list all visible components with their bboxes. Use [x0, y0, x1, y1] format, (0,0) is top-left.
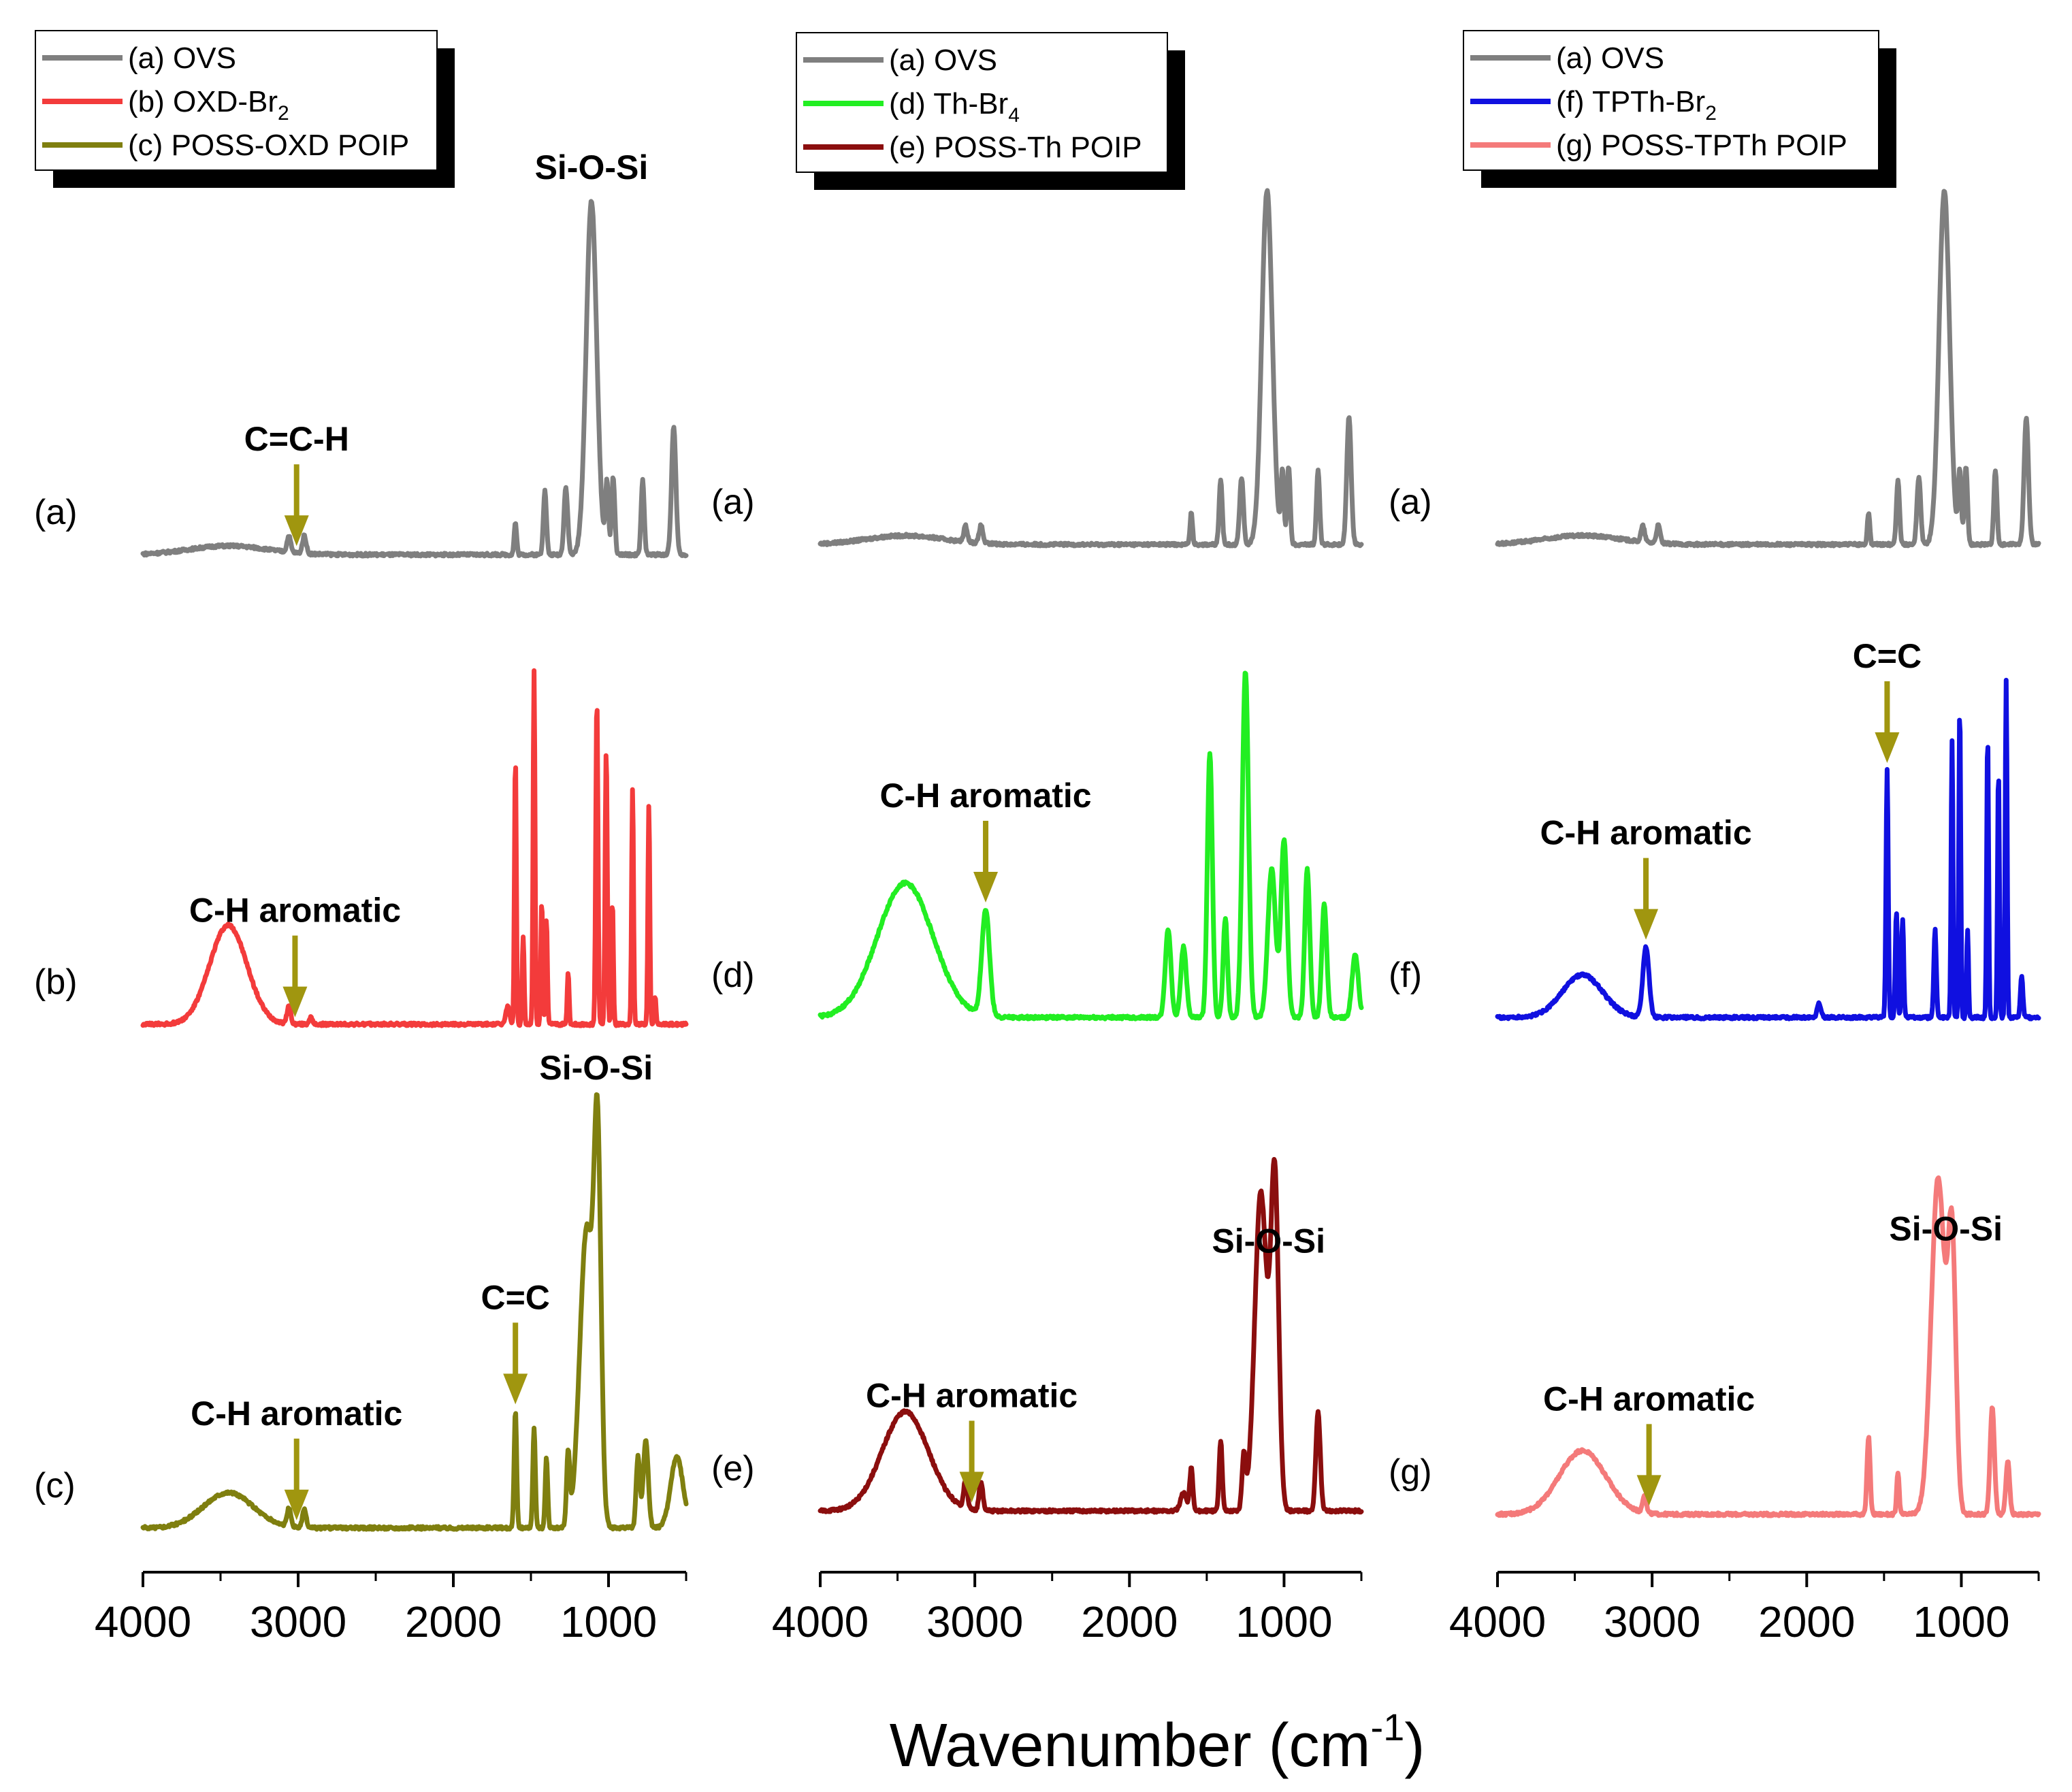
legend-entry-label: (b) OXD-Br: [128, 85, 278, 118]
x-label-superscript: -1: [1371, 1706, 1405, 1748]
x-tick-label: 4000: [1449, 1597, 1546, 1646]
panel-label: (a): [711, 483, 755, 522]
annotation-arrow-head: [1875, 732, 1900, 763]
annotation-arrow-head: [1636, 1475, 1662, 1506]
x-tick-label: 4000: [95, 1597, 191, 1646]
x-tick-label: 4000: [772, 1597, 869, 1646]
x-tick-label: 3000: [926, 1597, 1023, 1646]
x-axis-col-2: 4000 3000 2000 1000: [772, 1571, 1363, 1646]
legend-entry: (g) POSS-TPTh POIP: [1556, 129, 1847, 162]
panel-label: (f): [1389, 956, 1422, 995]
legend-entry-label: (a) OVS: [1556, 42, 1664, 75]
legend-entry-label: (e) POSS-Th POIP: [889, 131, 1142, 164]
legend-entry-subscript: 4: [1008, 104, 1020, 127]
spectrum-line: [1495, 677, 2041, 1022]
spectrum-panel-g-col3: (g) C-H aromatic Si-O-Si: [1389, 1175, 2041, 1518]
annotation-label: C-H aromatic: [1543, 1380, 1755, 1418]
panel-label: (a): [34, 493, 78, 532]
legend-entry-label: (f) TPTh-Br: [1556, 85, 1705, 118]
spectrum-line: [1495, 189, 2041, 549]
legend-col-1: (a) OVS (b) OXD-Br2 (c) POSS-OXD POIP: [35, 30, 455, 188]
annotation-arrow-head: [973, 871, 999, 902]
spectrum-panel-a-col2: (a): [711, 188, 1364, 549]
spectrum-line: [140, 668, 689, 1028]
legend-entry-label: (a) OVS: [889, 44, 997, 77]
legend-col-3: (a) OVS (f) TPTh-Br2 (g) POSS-TPTh POIP: [1463, 30, 1896, 188]
x-tick-label: 1000: [560, 1597, 657, 1646]
panel-label: (g): [1389, 1452, 1432, 1492]
legend-entry-label: (g) POSS-TPTh POIP: [1556, 129, 1847, 162]
annotation-label: Si-O-Si: [1212, 1222, 1325, 1260]
legend-entry: (b) OXD-Br2: [128, 85, 289, 125]
annotation-label: C=C-H: [244, 420, 349, 458]
annotation-label: C=C: [481, 1278, 549, 1316]
spectrum-line: [818, 670, 1364, 1022]
x-axis-col-1: 4000 3000 2000 1000: [95, 1571, 687, 1646]
legend-entry: (a) OVS: [889, 44, 997, 77]
spectrum-line: [818, 1157, 1364, 1515]
annotation-label: C=C: [1853, 637, 1922, 675]
panel-label: (c): [34, 1466, 76, 1505]
annotation-label: Si-O-Si: [535, 148, 649, 186]
x-tick-label: 2000: [1758, 1597, 1855, 1646]
spectrum-panel-f-col3: (f) C-H aromatic C=C: [1389, 637, 2041, 1022]
panel-label: (b): [34, 962, 78, 1002]
x-axis-col-3: 4000 3000 2000 1000: [1449, 1571, 2040, 1646]
axes-layer: 4000 3000 2000 1000 4000 3000 2000 1000 4000 3000…: [95, 1571, 2040, 1646]
legend-entry: (a) OVS: [128, 42, 236, 75]
annotation-label: Si-O-Si: [539, 1049, 653, 1087]
spectrum-line: [1495, 1175, 2041, 1518]
x-tick-label: 3000: [250, 1597, 346, 1646]
legend-entry: (c) POSS-OXD POIP: [128, 129, 409, 162]
legend-entry-label: (a) OVS: [128, 42, 236, 75]
spectrum-panel-a-col3: (a): [1389, 189, 2041, 549]
spectrum-panel-e-col2: (e) C-H aromatic Si-O-Si: [711, 1157, 1364, 1515]
x-tick-label: 3000: [1604, 1597, 1700, 1646]
x-tick-label: 1000: [1235, 1597, 1332, 1646]
annotation-label: C-H aromatic: [189, 892, 401, 930]
panel-label: (d): [711, 956, 755, 995]
annotation-arrow-head: [1634, 909, 1659, 940]
legend-entry: (d) Th-Br4: [889, 87, 1020, 127]
spectrum-panel-c-col1: (c) C-H aromatic C=C Si-O-Si: [34, 1049, 689, 1532]
legend-entry: (a) OVS: [1556, 42, 1664, 75]
x-axis-label: Wavenumber (cm-1): [890, 1706, 1425, 1780]
annotation-label: C-H aromatic: [1540, 814, 1751, 852]
annotation-arrow-head: [284, 1489, 309, 1520]
legend-entry: (f) TPTh-Br2: [1556, 85, 1717, 125]
spectrum-line: [140, 199, 689, 559]
spectrum-line: [140, 1092, 689, 1532]
x-label-main: Wavenumber (cm: [890, 1712, 1371, 1780]
annotation-arrow-head: [503, 1373, 528, 1405]
spectra-layer: (a) C=C-H Si-O-Si (b) C-H aromatic (c) C-H aro…: [34, 148, 2041, 1532]
annotation-label: C-H aromatic: [191, 1395, 402, 1433]
annotation-label: C-H aromatic: [879, 777, 1091, 815]
legend-entry-label: (d) Th-Br: [889, 87, 1008, 120]
x-tick-label: 2000: [405, 1597, 502, 1646]
legends-layer: (a) OVS(b) OXD-Br2(c) POSS-OXD POIP(a) O…: [35, 30, 1896, 190]
spectrum-panel-a-col1: (a) C=C-H Si-O-Si: [34, 148, 689, 559]
panel-label: (e): [711, 1449, 755, 1488]
x-label-close: ): [1404, 1712, 1425, 1780]
panel-label: (a): [1389, 483, 1432, 522]
legend-entry-label: (c) POSS-OXD POIP: [128, 129, 409, 162]
legend-entry-subscript: 2: [278, 102, 289, 125]
legend-col-2: (a) OVS (d) Th-Br4 (e) POSS-Th POIP: [796, 32, 1185, 190]
legend-entry: (e) POSS-Th POIP: [889, 131, 1142, 164]
spectrum-panel-b-col1: (b) C-H aromatic: [34, 668, 689, 1028]
annotation-arrow-head: [959, 1471, 984, 1503]
spectrum-panel-d-col2: (d) C-H aromatic: [711, 670, 1364, 1022]
spectrum-line: [818, 188, 1364, 549]
annotation-label: Si-O-Si: [1889, 1209, 2003, 1248]
legend-entry-subscript: 2: [1705, 102, 1717, 125]
x-tick-label: 2000: [1081, 1597, 1178, 1646]
annotation-arrow-head: [284, 515, 309, 547]
x-axis-title: Wavenumber (cm-1): [890, 1706, 1425, 1780]
annotation-label: C-H aromatic: [866, 1376, 1078, 1414]
x-tick-label: 1000: [1913, 1597, 2009, 1646]
annotation-arrow-head: [282, 986, 308, 1017]
